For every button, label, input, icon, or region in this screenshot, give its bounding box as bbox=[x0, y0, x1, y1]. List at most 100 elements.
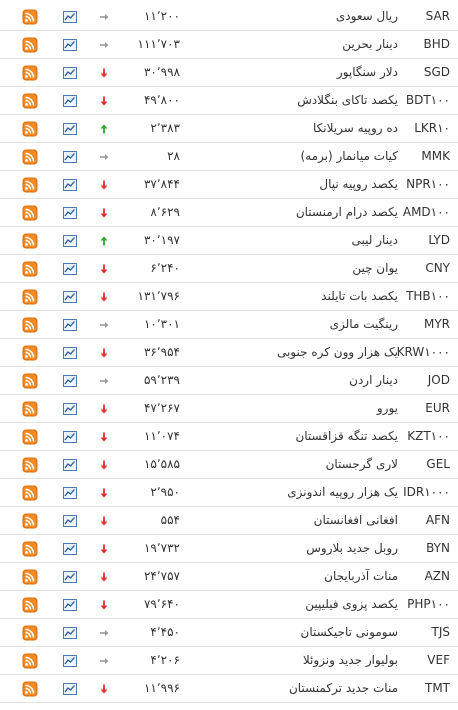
chart-icon[interactable] bbox=[62, 177, 78, 193]
rss-icon[interactable] bbox=[22, 233, 38, 249]
price: ۳۰٬۹۹۸ bbox=[143, 65, 180, 79]
rate-row: ۳۷٬۸۴۴ یکصد روپیه نپال NPR۱۰۰ bbox=[0, 171, 458, 199]
chart-icon[interactable] bbox=[62, 373, 78, 389]
price: ۳۷٬۸۴۴ bbox=[143, 177, 180, 191]
rss-icon[interactable] bbox=[22, 541, 38, 557]
trend-down bbox=[100, 180, 108, 190]
currency-name: یوان چین bbox=[352, 261, 398, 275]
currency-name: ده روپیه سریلانکا bbox=[312, 121, 398, 135]
currency-name: دینار لیبی bbox=[351, 233, 398, 247]
rss-icon[interactable] bbox=[22, 429, 38, 445]
price: ۲۸ bbox=[167, 149, 180, 163]
rss-icon[interactable] bbox=[22, 457, 38, 473]
rss-icon[interactable] bbox=[22, 9, 38, 25]
price: ۷۹٬۶۴۰ bbox=[143, 597, 180, 611]
chart-icon[interactable] bbox=[62, 289, 78, 305]
price: ۳۰٬۱۹۷ bbox=[143, 233, 180, 247]
chart-icon[interactable] bbox=[62, 429, 78, 445]
rss-icon[interactable] bbox=[22, 513, 38, 529]
rss-icon[interactable] bbox=[22, 65, 38, 81]
chart-icon[interactable] bbox=[62, 513, 78, 529]
rss-icon[interactable] bbox=[22, 569, 38, 585]
chart-icon[interactable] bbox=[62, 457, 78, 473]
rate-row: ۱۹٬۷۳۲ روبل جدید بلاروس BYN bbox=[0, 535, 458, 563]
currency-code: LKR۱۰ bbox=[414, 121, 450, 135]
currency-name: یکصد درام ارمنستان bbox=[295, 205, 398, 219]
price: ۲۴٬۷۵۷ bbox=[143, 569, 180, 583]
chart-icon[interactable] bbox=[62, 37, 78, 53]
trend-down bbox=[100, 460, 108, 470]
chart-icon[interactable] bbox=[62, 93, 78, 109]
trend-down bbox=[100, 264, 108, 274]
chart-icon[interactable] bbox=[62, 205, 78, 221]
rss-icon[interactable] bbox=[22, 373, 38, 389]
chart-icon[interactable] bbox=[62, 121, 78, 137]
currency-name: سومونی تاجیکستان bbox=[300, 625, 399, 639]
currency-code: SGD bbox=[423, 65, 450, 79]
currency-code: VEF bbox=[427, 653, 450, 667]
currency-code: KRW۱۰۰۰ bbox=[396, 345, 450, 359]
chart-icon[interactable] bbox=[62, 345, 78, 361]
currency-code: SAR bbox=[425, 9, 450, 23]
rss-icon[interactable] bbox=[22, 345, 38, 361]
currency-code: AMD۱۰۰ bbox=[402, 205, 450, 219]
rss-icon[interactable] bbox=[22, 625, 38, 641]
rss-icon[interactable] bbox=[22, 485, 38, 501]
chart-icon[interactable] bbox=[62, 681, 78, 697]
chart-icon[interactable] bbox=[62, 597, 78, 613]
currency-code: BHD bbox=[423, 37, 451, 51]
chart-icon[interactable] bbox=[62, 401, 78, 417]
price: ۴۷٬۲۶۷ bbox=[143, 401, 180, 415]
chart-icon[interactable] bbox=[62, 149, 78, 165]
trend-neutral bbox=[100, 154, 109, 160]
rss-icon[interactable] bbox=[22, 121, 38, 137]
rss-icon[interactable] bbox=[22, 205, 38, 221]
rss-icon[interactable] bbox=[22, 261, 38, 277]
currency-code: NPR۱۰۰ bbox=[406, 177, 450, 191]
chart-icon[interactable] bbox=[62, 317, 78, 333]
currency-name: یکصد تاکای بنگلادش bbox=[297, 93, 398, 107]
rate-row: ۱۰٬۳۰۱ رینگیت مالزی MYR bbox=[0, 311, 458, 339]
rate-row: ۳۰٬۱۹۷ دینار لیبی LYD bbox=[0, 227, 458, 255]
price: ۵۵۴ bbox=[160, 513, 180, 527]
chart-icon[interactable] bbox=[62, 65, 78, 81]
rss-icon[interactable] bbox=[22, 653, 38, 669]
trend-neutral bbox=[100, 322, 109, 328]
currency-name: منات آذربایجان bbox=[324, 569, 398, 583]
price: ۱۳۱٬۷۹۶ bbox=[137, 289, 181, 303]
rss-icon[interactable] bbox=[22, 401, 38, 417]
chart-icon[interactable] bbox=[62, 541, 78, 557]
currency-name: بولیوار جدید ونزوئلا bbox=[302, 653, 398, 667]
rss-icon[interactable] bbox=[22, 149, 38, 165]
price: ۸٬۶۲۹ bbox=[150, 205, 180, 219]
chart-icon[interactable] bbox=[62, 569, 78, 585]
rss-icon[interactable] bbox=[22, 37, 38, 53]
trend-neutral bbox=[100, 658, 109, 664]
price: ۵۹٬۲۳۹ bbox=[143, 373, 180, 387]
rss-icon[interactable] bbox=[22, 177, 38, 193]
currency-name: یکصد تنگه قزاقستان bbox=[295, 429, 398, 443]
currency-code: TMT bbox=[424, 681, 450, 695]
rss-icon[interactable] bbox=[22, 289, 38, 305]
rate-row: ۶٬۲۴۰ یوان چین CNY bbox=[0, 255, 458, 283]
currency-code: BDT۱۰۰ bbox=[405, 93, 450, 107]
chart-icon[interactable] bbox=[62, 653, 78, 669]
price: ۱۱۱٬۷۰۳ bbox=[137, 37, 181, 51]
rate-row: ۵۵۴ افغانی افغانستان AFN bbox=[0, 507, 458, 535]
rss-icon[interactable] bbox=[22, 317, 38, 333]
price: ۱۹٬۷۳۲ bbox=[143, 541, 180, 555]
chart-icon[interactable] bbox=[62, 233, 78, 249]
rss-icon[interactable] bbox=[22, 93, 38, 109]
trend-down bbox=[100, 208, 108, 218]
trend-down bbox=[100, 96, 108, 106]
chart-icon[interactable] bbox=[62, 9, 78, 25]
rate-row: ۲۸ کیات میانمار (برمه) MMK bbox=[0, 143, 458, 171]
chart-icon[interactable] bbox=[62, 485, 78, 501]
rss-icon[interactable] bbox=[22, 597, 38, 613]
chart-icon[interactable] bbox=[62, 261, 78, 277]
chart-icon[interactable] bbox=[62, 625, 78, 641]
currency-code: EUR bbox=[425, 401, 450, 415]
rss-icon[interactable] bbox=[22, 681, 38, 697]
trend-up bbox=[100, 124, 108, 134]
price: ۱۱٬۹۹۶ bbox=[143, 681, 180, 695]
